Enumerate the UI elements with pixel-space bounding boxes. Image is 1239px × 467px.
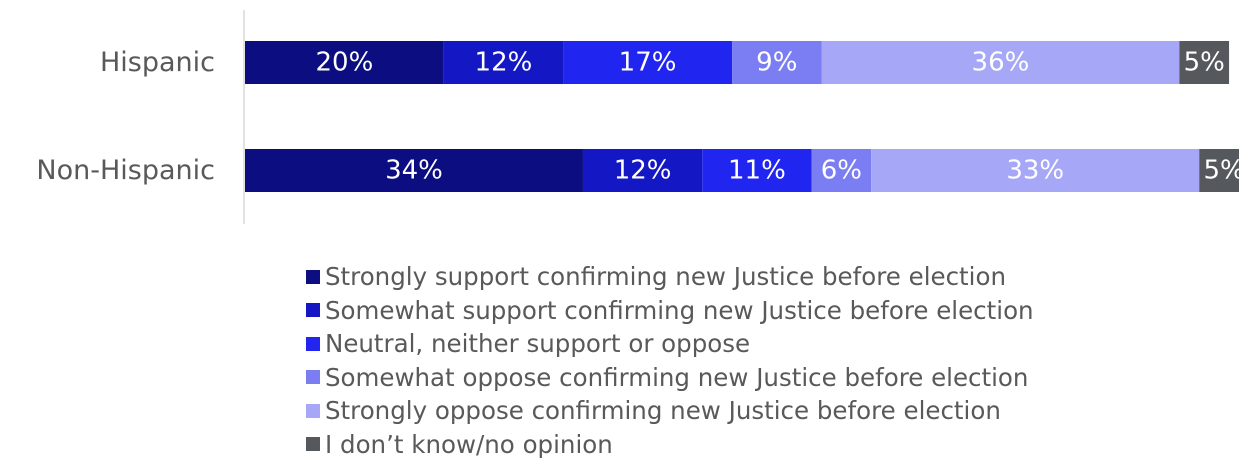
bar-segment [245,149,583,192]
legend-swatch [306,336,320,351]
data-label: 9% [756,48,797,78]
stacked-bar-chart: Hispanic 20% 12% 17% 9% 36% 5% Non-Hispanic 34% 1… [36,10,1239,224]
legend-label: I don’t know/no opinion [325,429,613,459]
category-label: Non-Hispanic [36,155,215,186]
category-label: Hispanic [100,47,215,78]
legend-item: I don’t know/no opinion [306,428,1034,462]
legend: Strongly support confirming new Justice … [306,260,1034,461]
bar-segment [245,41,444,84]
legend-swatch [306,303,320,318]
bar-segment [443,41,564,84]
data-label: 12% [475,48,533,78]
data-label: 11% [728,156,786,186]
legend-swatch [306,437,320,452]
legend-item: Strongly support confirming new Justice … [306,260,1034,294]
legend-label: Somewhat oppose confirming new Justice b… [325,362,1029,392]
data-label: 12% [614,156,672,186]
legend-swatch [306,370,320,385]
bar-segment [732,41,822,84]
legend-label: Somewhat support confirming new Justice … [325,295,1034,325]
bar-segment [871,149,1200,192]
bar-segment [702,149,812,192]
bar-segment [1179,41,1230,84]
data-label: 5% [1203,156,1239,186]
data-label: 17% [619,48,677,78]
bar-segment [1199,149,1239,192]
legend-label: Strongly oppose confirming new Justice b… [325,396,1001,426]
data-label: 36% [972,48,1030,78]
data-label: 5% [1184,48,1225,78]
legend-item: Neutral, neither support or oppose [306,327,1034,361]
data-label: 34% [385,156,443,186]
data-label: 20% [316,48,374,78]
bar-segment [811,149,872,192]
data-label: 33% [1006,156,1064,186]
bar-segment [582,149,703,192]
legend-item: Somewhat oppose confirming new Justice b… [306,361,1034,395]
bar-segment [821,41,1180,84]
bar-segment [563,41,733,84]
data-label: 6% [821,156,862,186]
legend-swatch [306,403,320,418]
legend-swatch [306,269,320,284]
legend-label: Strongly support confirming new Justice … [325,262,1006,292]
legend-item: Strongly oppose confirming new Justice b… [306,394,1034,428]
legend-label: Neutral, neither support or oppose [325,329,751,359]
legend-item: Somewhat support confirming new Justice … [306,294,1034,328]
